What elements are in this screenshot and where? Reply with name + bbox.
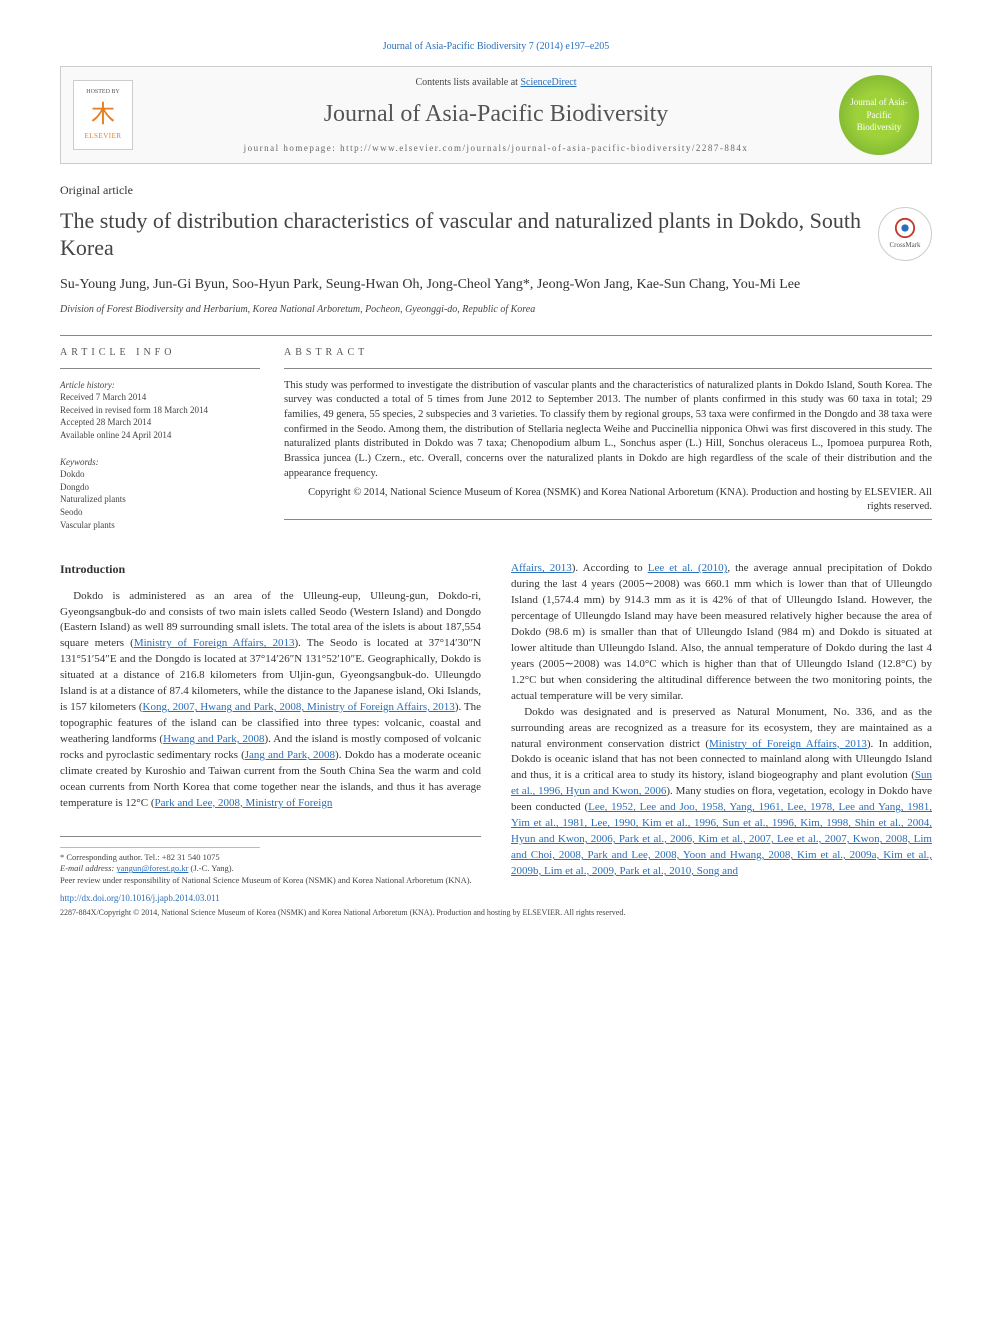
crossmark-label: CrossMark [889,241,920,251]
intro-paragraph-2: Affairs, 2013). According to Lee et al. … [511,561,932,704]
left-column: Introduction Dokdo is administered as an… [60,561,481,886]
journal-name: Journal of Asia-Pacific Biodiversity [153,98,839,132]
abstract-divider [284,368,932,369]
article-type: Original article [60,182,932,199]
homepage-label: journal homepage: [244,143,340,153]
citation-link[interactable]: Hwang and Park, 2008 [163,733,264,745]
introduction-heading: Introduction [60,561,481,578]
journal-header: HOSTED BY ⽊ ELSEVIER Contents lists avai… [60,66,932,164]
elsevier-tree-icon: ⽊ [91,99,115,133]
citation-link[interactable]: Lee et al. (2010) [648,562,728,574]
citation-link[interactable]: Park and Lee, 2008, Ministry of Foreign [155,797,333,809]
article-info-header: ARTICLE INFO [60,346,260,360]
hosted-by-label: HOSTED BY [86,88,120,96]
abstract-bottom-divider [284,519,932,520]
publisher-name: ELSEVIER [84,132,121,142]
text: , the average annual precipitation of Do… [511,562,932,702]
corresponding-author-line: * Corresponding author. Tel.: +82 31 540… [60,852,481,863]
doi-link[interactable]: http://dx.doi.org/10.1016/j.japb.2014.03… [60,892,932,905]
abstract-copyright: Copyright © 2014, National Science Museu… [284,486,932,515]
peer-review-line: Peer review under responsibility of Nati… [60,875,481,886]
contents-available-line: Contents lists available at ScienceDirec… [153,76,839,90]
text: ). According to [572,562,648,574]
right-column: Affairs, 2013). According to Lee et al. … [511,561,932,886]
elsevier-badge: HOSTED BY ⽊ ELSEVIER [73,80,133,150]
history-received: Received 7 March 2014 [60,391,260,404]
history-label: Article history: [60,379,260,392]
journal-reference: Journal of Asia-Pacific Biodiversity 7 (… [60,40,932,54]
abstract-header: ABSTRACT [284,346,932,360]
main-body-columns: Introduction Dokdo is administered as an… [60,561,932,886]
issn-copyright-line: 2287-884X/Copyright © 2014, National Sci… [60,907,932,918]
citation-link[interactable]: Kong, 2007, Hwang and Park, 2008, Minist… [143,701,455,713]
citation-link[interactable]: Jang and Park, 2008 [245,749,335,761]
crossmark-icon [894,217,916,239]
intro-paragraph-1: Dokdo is administered as an area of the … [60,589,481,812]
sciencedirect-link[interactable]: ScienceDirect [520,77,576,88]
email-line: E-mail address: yangun@forest.go.kr (J.-… [60,863,481,874]
history-online: Available online 24 April 2014 [60,429,260,442]
keywords-label: Keywords: [60,456,260,469]
info-abstract-row: ARTICLE INFO Article history: Received 7… [60,346,932,532]
citation-link[interactable]: Affairs, 2013 [511,562,572,574]
history-accepted: Accepted 28 March 2014 [60,416,260,429]
keyword: Dongdo [60,481,260,494]
crossmark-badge[interactable]: CrossMark [878,207,932,261]
citation-link[interactable]: Ministry of Foreign Affairs, 2013 [709,738,867,750]
email-link[interactable]: yangun@forest.go.kr [116,863,188,873]
citation-link[interactable]: Ministry of Foreign Affairs, 2013 [134,637,295,649]
info-divider [60,368,260,369]
keyword: Naturalized plants [60,493,260,506]
email-label: E-mail address: [60,863,116,873]
keyword: Dokdo [60,468,260,481]
contents-prefix: Contents lists available at [415,77,520,88]
header-center: Contents lists available at ScienceDirec… [153,76,839,154]
journal-cover-badge: Journal of Asia-Pacific Biodiversity [839,75,919,155]
history-revised: Received in revised form 18 March 2014 [60,404,260,417]
keyword: Vascular plants [60,519,260,532]
divider-top [60,335,932,336]
email-suffix: (J.-C. Yang). [188,863,233,873]
title-row: The study of distribution characteristic… [60,207,932,262]
publisher-badge-wrapper: HOSTED BY ⽊ ELSEVIER [73,80,153,150]
authors-list: Su-Young Jung, Jun-Gi Byun, Soo-Hyun Par… [60,276,932,295]
footer-divider [60,847,260,848]
journal-homepage: journal homepage: http://www.elsevier.co… [153,142,839,155]
abstract-body: This study was performed to investigate … [284,379,932,482]
affiliation: Division of Forest Biodiversity and Herb… [60,303,932,317]
abstract-column: ABSTRACT This study was performed to inv… [284,346,932,532]
corresponding-author-footer: * Corresponding author. Tel.: +82 31 540… [60,836,481,886]
keyword: Seodo [60,506,260,519]
article-info-column: ARTICLE INFO Article history: Received 7… [60,346,260,532]
intro-paragraph-3: Dokdo was designated and is preserved as… [511,705,932,880]
article-title: The study of distribution characteristic… [60,207,868,262]
homepage-url: http://www.elsevier.com/journals/journal… [340,143,748,153]
